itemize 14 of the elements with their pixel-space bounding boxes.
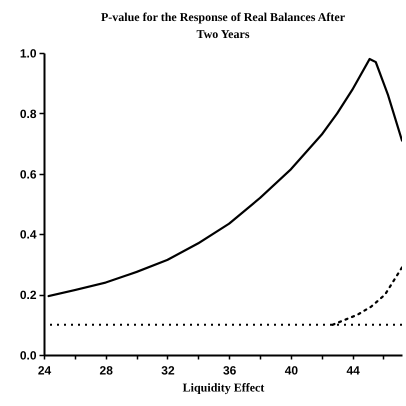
x-tick-label: 24: [38, 364, 52, 378]
x-tick-label: 40: [284, 364, 298, 378]
x-tick-label: 28: [100, 364, 114, 378]
x-tick-label: 32: [161, 364, 175, 378]
y-tick-label: 1.0: [20, 46, 37, 60]
chart-title: P-value for the Response of Real Balances After Two Years: [100, 10, 346, 41]
y-tick-label: 0.0: [20, 348, 37, 362]
y-tick-label: 0.6: [20, 167, 37, 182]
y-tick-label: 0.2: [20, 288, 37, 302]
y-tick-label: 0.8: [20, 106, 37, 121]
x-tick-label: 36: [222, 364, 237, 378]
x-tick-label: 44: [346, 364, 360, 378]
x-axis-title: Liquidity Effect: [182, 380, 264, 394]
y-tick-label: 0.4: [20, 228, 37, 242]
